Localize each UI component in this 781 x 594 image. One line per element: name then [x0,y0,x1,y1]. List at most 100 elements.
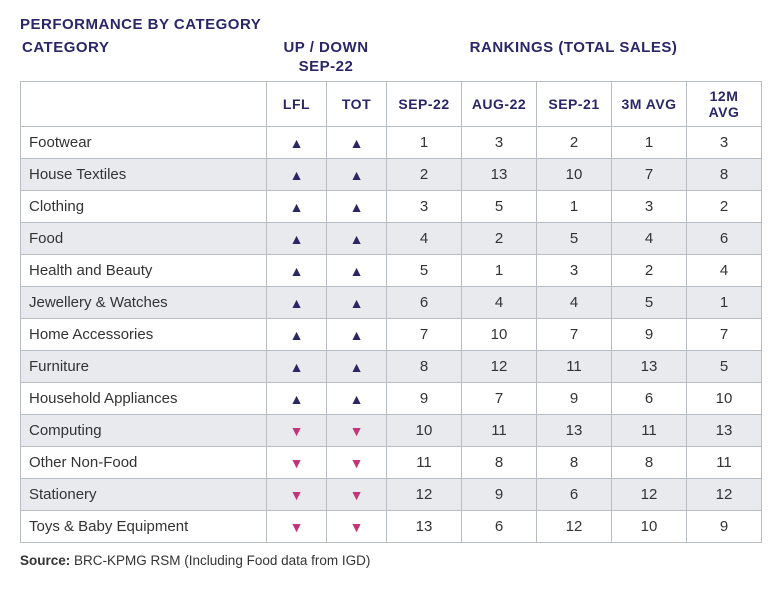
table-row: Toys & Baby Equipment▼▼13612109 [21,511,762,543]
cell-category: Stationery [21,479,267,511]
cell-sep21: 12 [537,511,612,543]
arrow-up-icon: ▲ [267,191,327,223]
header-group-row: CATEGORY UP / DOWN RANKINGS (TOTAL SALES… [20,39,761,56]
cell-sep21: 5 [537,223,612,255]
cell-sep22: 3 [387,191,462,223]
table-row: Health and Beauty▲▲51324 [21,255,762,287]
arrow-up-icon: ▲ [267,159,327,191]
table-row: Clothing▲▲35132 [21,191,762,223]
table-row: Other Non-Food▼▼1188811 [21,447,762,479]
header-updown: UP / DOWN [266,39,386,56]
cell-category: Home Accessories [21,319,267,351]
arrow-up-icon: ▲ [327,351,387,383]
cell-sep21: 9 [537,383,612,415]
col-sep22: SEP-22 [387,82,462,127]
arrow-up-icon: ▲ [327,159,387,191]
col-lfl: LFL [267,82,327,127]
arrow-up-icon: ▲ [267,287,327,319]
cell-m3: 10 [612,511,687,543]
page-title: PERFORMANCE BY CATEGORY [20,16,761,33]
cell-m12: 12 [687,479,762,511]
cell-sep22: 10 [387,415,462,447]
arrow-up-icon: ▲ [267,127,327,159]
performance-table: LFL TOT SEP-22 AUG-22 SEP-21 3M AVG 12M … [20,81,762,543]
cell-aug22: 1 [462,255,537,287]
arrow-down-icon: ▼ [267,447,327,479]
header-rankings: RANKINGS (TOTAL SALES) [386,39,761,56]
cell-m3: 1 [612,127,687,159]
cell-m12: 3 [687,127,762,159]
cell-aug22: 8 [462,447,537,479]
cell-category: House Textiles [21,159,267,191]
cell-m3: 4 [612,223,687,255]
cell-category: Computing [21,415,267,447]
table-row: Furniture▲▲81211135 [21,351,762,383]
cell-m12: 11 [687,447,762,479]
cell-m3: 13 [612,351,687,383]
arrow-down-icon: ▼ [327,479,387,511]
cell-m3: 8 [612,447,687,479]
cell-m12: 13 [687,415,762,447]
cell-aug22: 3 [462,127,537,159]
cell-m12: 5 [687,351,762,383]
cell-sep21: 2 [537,127,612,159]
arrow-down-icon: ▼ [327,447,387,479]
cell-m12: 6 [687,223,762,255]
cell-sep22: 2 [387,159,462,191]
cell-sep22: 13 [387,511,462,543]
arrow-up-icon: ▲ [327,223,387,255]
cell-m12: 7 [687,319,762,351]
cell-m3: 12 [612,479,687,511]
arrow-up-icon: ▲ [327,127,387,159]
table-row: Jewellery & Watches▲▲64451 [21,287,762,319]
cell-sep22: 5 [387,255,462,287]
cell-category: Other Non-Food [21,447,267,479]
cell-m12: 10 [687,383,762,415]
cell-aug22: 10 [462,319,537,351]
cell-category: Jewellery & Watches [21,287,267,319]
cell-m3: 5 [612,287,687,319]
cell-aug22: 12 [462,351,537,383]
cell-sep22: 7 [387,319,462,351]
arrow-up-icon: ▲ [267,319,327,351]
arrow-up-icon: ▲ [327,191,387,223]
arrow-up-icon: ▲ [267,351,327,383]
cell-m12: 2 [687,191,762,223]
cell-category: Furniture [21,351,267,383]
cell-aug22: 7 [462,383,537,415]
arrow-up-icon: ▲ [327,383,387,415]
arrow-up-icon: ▲ [267,223,327,255]
col-category [21,82,267,127]
cell-m12: 9 [687,511,762,543]
cell-aug22: 5 [462,191,537,223]
cell-m3: 2 [612,255,687,287]
cell-m12: 4 [687,255,762,287]
arrow-down-icon: ▼ [327,415,387,447]
table-row: Footwear▲▲13213 [21,127,762,159]
table-row: Food▲▲42546 [21,223,762,255]
arrow-up-icon: ▲ [267,383,327,415]
cell-aug22: 13 [462,159,537,191]
cell-sep21: 8 [537,447,612,479]
col-12m: 12M AVG [687,82,762,127]
cell-sep21: 11 [537,351,612,383]
table-header-row: LFL TOT SEP-22 AUG-22 SEP-21 3M AVG 12M … [21,82,762,127]
cell-category: Food [21,223,267,255]
header-category: CATEGORY [20,39,266,56]
arrow-down-icon: ▼ [267,415,327,447]
source-line: Source: BRC-KPMG RSM (Including Food dat… [20,553,761,568]
cell-m12: 1 [687,287,762,319]
cell-m12: 8 [687,159,762,191]
cell-sep22: 8 [387,351,462,383]
cell-m3: 3 [612,191,687,223]
table-row: House Textiles▲▲2131078 [21,159,762,191]
cell-aug22: 11 [462,415,537,447]
cell-m3: 9 [612,319,687,351]
arrow-up-icon: ▲ [327,287,387,319]
cell-sep21: 3 [537,255,612,287]
cell-aug22: 6 [462,511,537,543]
source-text: BRC-KPMG RSM (Including Food data from I… [74,553,370,568]
cell-sep21: 10 [537,159,612,191]
cell-m3: 6 [612,383,687,415]
cell-sep21: 6 [537,479,612,511]
